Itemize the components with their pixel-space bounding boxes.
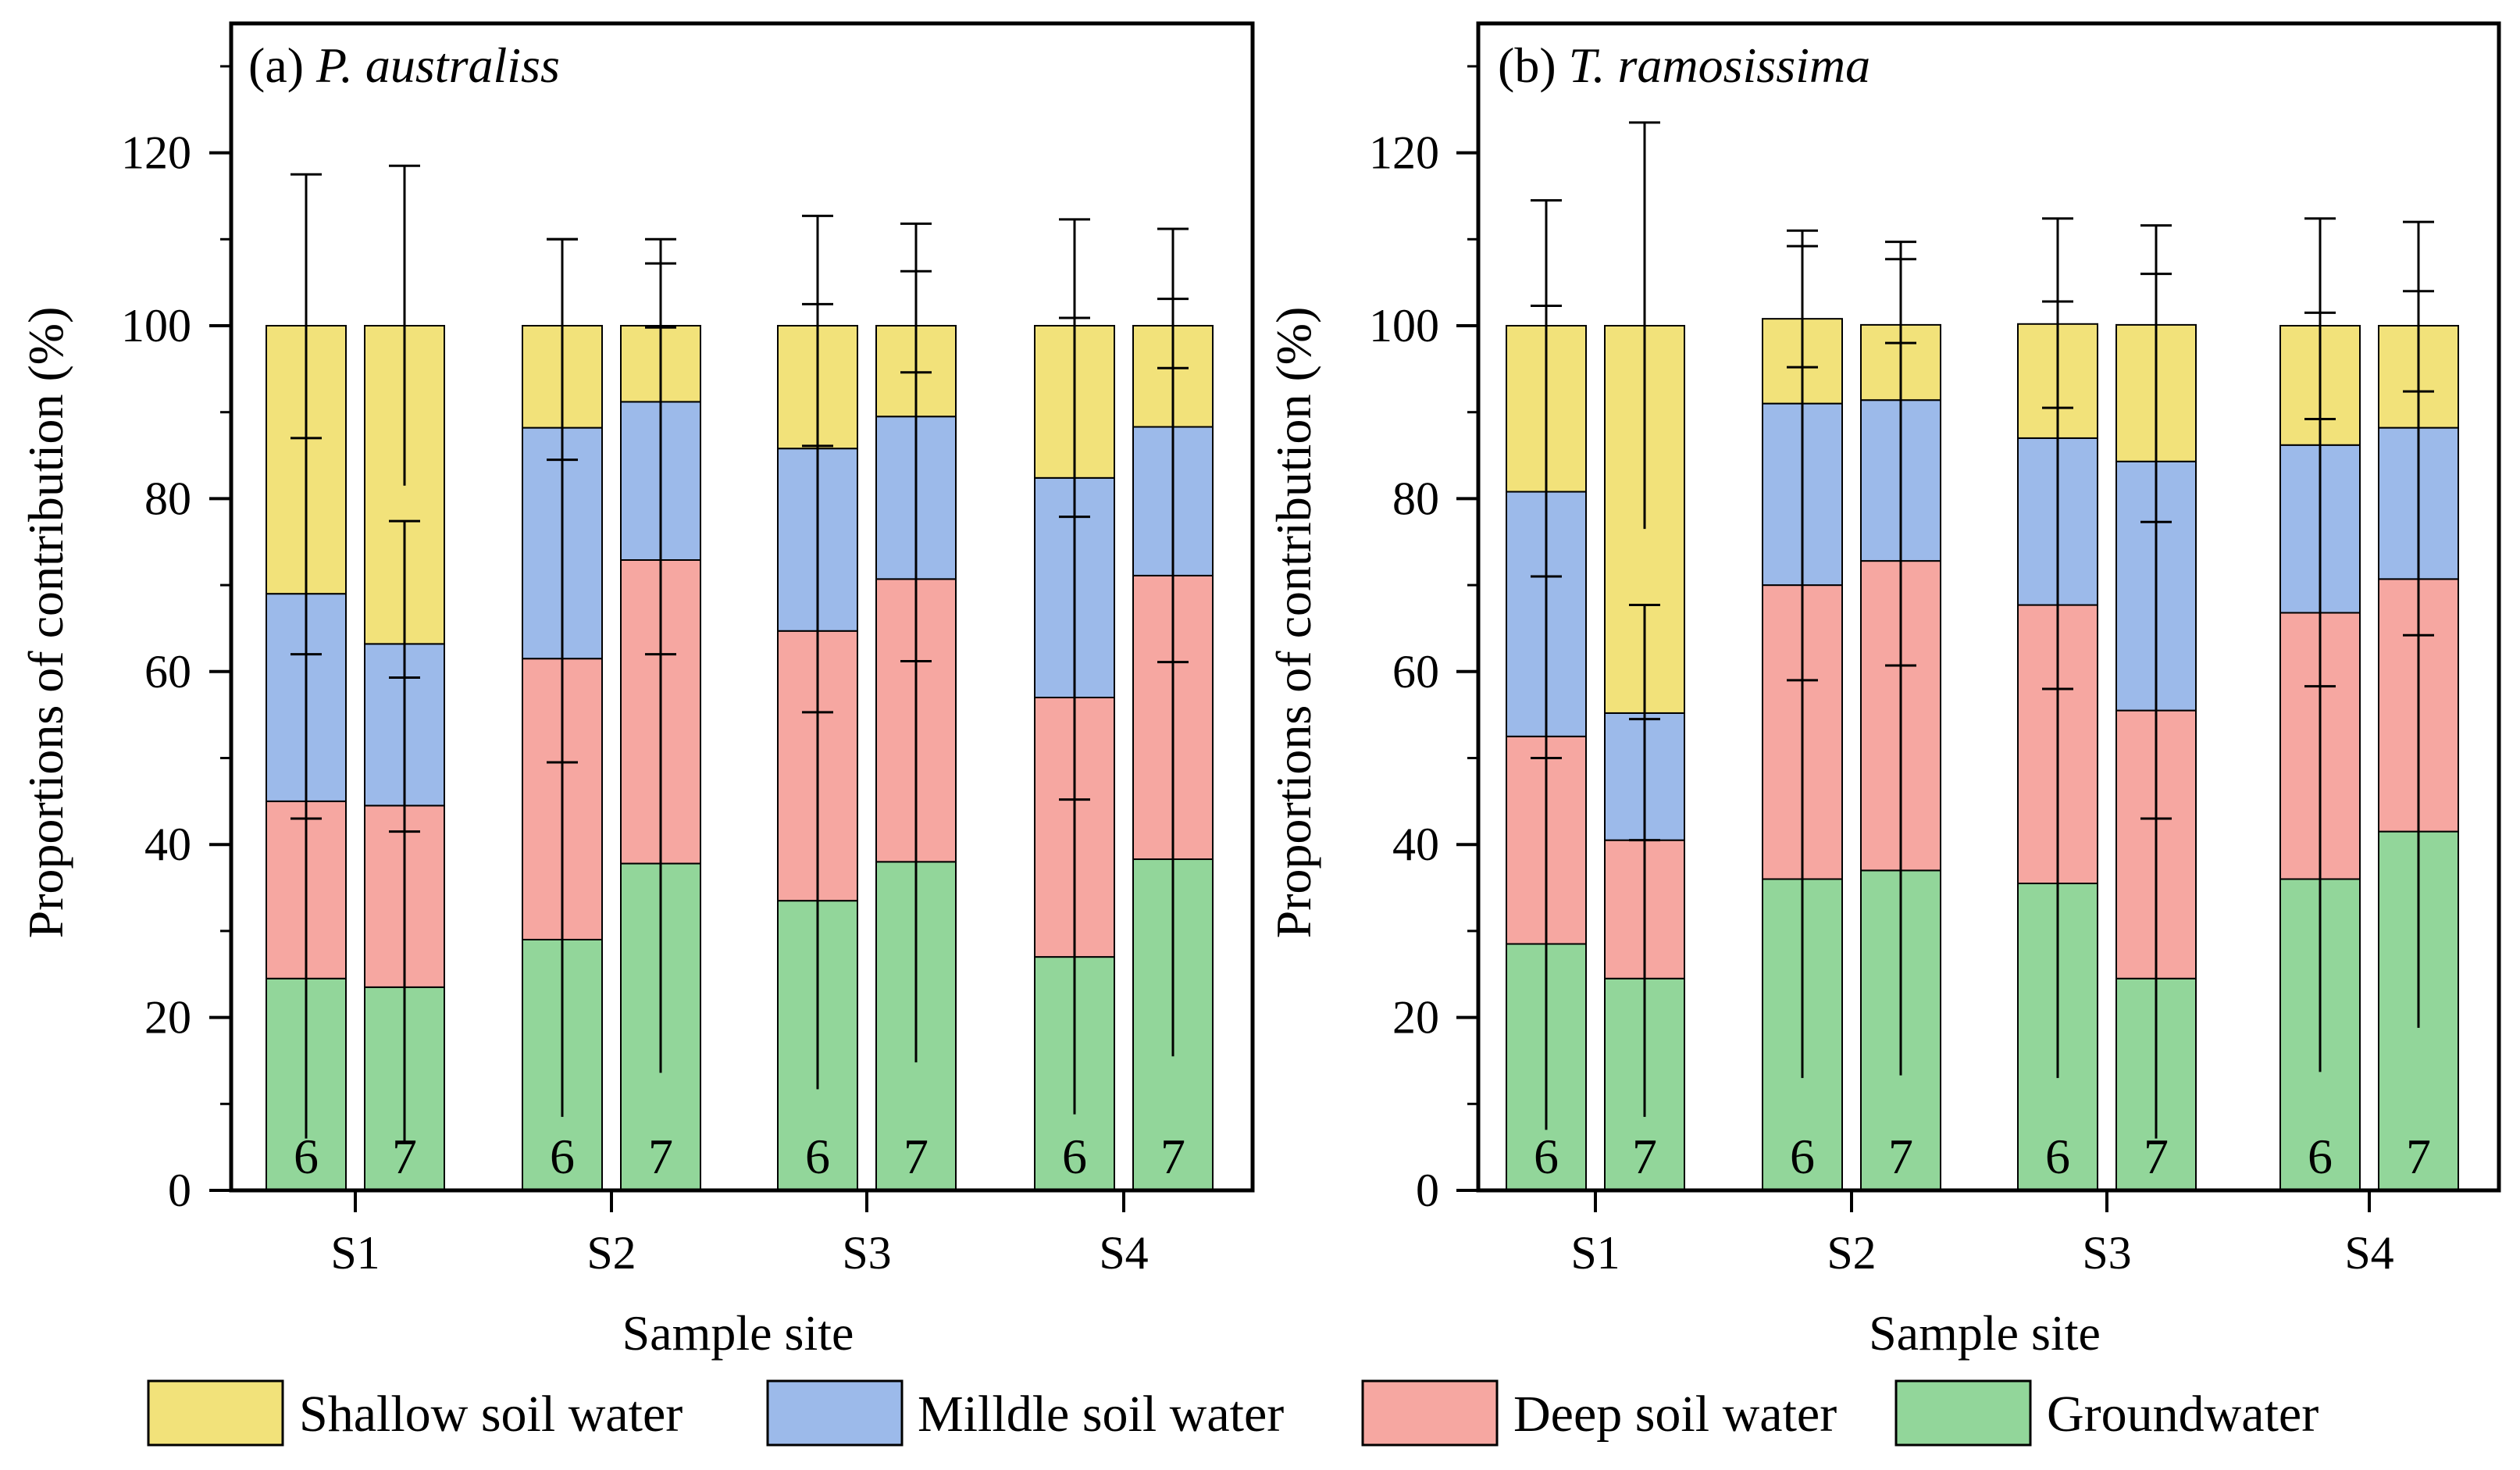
bar-label: 6 [550, 1129, 575, 1184]
plot-frame [229, 21, 1255, 1193]
y-tick-label: 80 [1392, 473, 1439, 524]
y-axis-title: Proportions of contribution (%) [18, 307, 73, 939]
y-tick-label: 40 [144, 819, 191, 870]
panel-a-label: (a) [248, 37, 316, 93]
x-tick-label: S3 [2082, 1227, 2131, 1279]
bar-label: 7 [1632, 1129, 1657, 1184]
legend-label-middle: Milldle soil water [918, 1386, 1284, 1443]
legend-label-ground: Groundwater [2047, 1386, 2319, 1443]
y-tick-label: 0 [1416, 1165, 1439, 1216]
bar-label: 6 [2045, 1129, 2070, 1184]
y-tick-label: 20 [144, 992, 191, 1044]
legend-swatch-deep [1361, 1379, 1499, 1447]
panel-b-species: T. ramosissima [1569, 37, 1870, 93]
bar-label: 6 [1534, 1129, 1559, 1184]
bar-label: 6 [805, 1129, 830, 1184]
x-tick-label: S4 [1099, 1227, 1148, 1279]
bar-label: 6 [1790, 1129, 1815, 1184]
y-tick-label: 120 [1369, 127, 1439, 179]
legend-swatch-middle [766, 1379, 904, 1447]
y-tick-label: 120 [121, 127, 191, 179]
panel-b-label: (b) [1498, 37, 1569, 93]
bar-label: 6 [2308, 1129, 2333, 1184]
x-tick-label: S3 [842, 1227, 891, 1279]
y-tick-label: 100 [1369, 300, 1439, 351]
y-tick-label: 0 [168, 1165, 191, 1216]
y-tick-label: 80 [144, 473, 191, 524]
panel-b-title: (b) T. ramosissima [1498, 37, 1870, 93]
y-tick-label: 20 [1392, 992, 1439, 1044]
y-tick-label: 100 [121, 300, 191, 351]
bar-label: 7 [1160, 1129, 1185, 1184]
bar-label: 7 [2144, 1129, 2169, 1184]
bar-label: 7 [904, 1129, 929, 1184]
plot-frame [1476, 21, 2501, 1193]
panel-a-species: P. australiss [315, 37, 560, 93]
x-tick-label: S2 [586, 1227, 636, 1279]
x-tick-label: S4 [2344, 1227, 2393, 1279]
x-tick-label: S1 [330, 1227, 380, 1279]
y-tick-label: 60 [1392, 646, 1439, 698]
bar-label: 6 [1062, 1129, 1087, 1184]
legend-label-shallow: Shallow soil water [299, 1386, 683, 1443]
y-axis-title: Proportions of contribution (%) [1266, 307, 1321, 939]
panel-a-title: (a) P. australiss [248, 37, 560, 93]
bar-label: 7 [392, 1129, 417, 1184]
legend-swatch-ground [1894, 1379, 2032, 1447]
x-tick-label: S2 [1827, 1227, 1876, 1279]
bar-label: 7 [2406, 1129, 2431, 1184]
x-tick-label: S1 [1570, 1227, 1620, 1279]
x-axis-title: Sample site [622, 1305, 854, 1361]
y-tick-label: 60 [144, 646, 191, 698]
bar-label: 7 [648, 1129, 673, 1184]
legend: Shallow soil water Milldle soil water Deep… [147, 1379, 2319, 1447]
legend-label-deep: Deep soil water [1513, 1386, 1837, 1443]
y-tick-label: 40 [1392, 819, 1439, 870]
bar-label: 6 [294, 1129, 319, 1184]
bar-label: 7 [1888, 1129, 1913, 1184]
legend-swatch-shallow [147, 1379, 284, 1447]
x-axis-title: Sample site [1869, 1305, 2101, 1361]
